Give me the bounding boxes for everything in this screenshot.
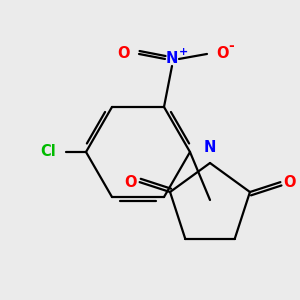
Text: O: O [284,175,296,190]
Text: O: O [118,46,130,62]
Text: +: + [179,47,188,57]
Text: -: - [228,39,234,53]
Text: Cl: Cl [40,145,56,160]
Text: O: O [124,175,136,190]
Text: O: O [216,46,229,62]
Text: N: N [204,140,216,155]
Text: N: N [166,52,178,67]
